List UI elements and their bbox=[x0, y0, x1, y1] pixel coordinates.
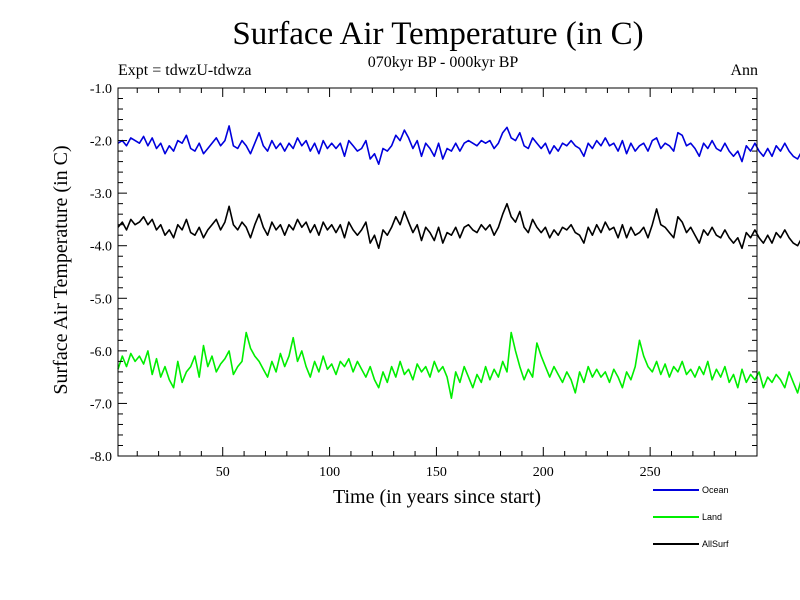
x-tick-label: 100 bbox=[319, 465, 340, 480]
tick-labels-layer: 50 100 150 200 250 -1.0 -2.0 -3.0 -4.0 -5.0 -6.0 -7… bbox=[90, 82, 661, 480]
series-line-allsurf bbox=[117, 202, 800, 250]
chart-title: Surface Air Temperature (in C) bbox=[232, 16, 644, 52]
x-tick-label: 250 bbox=[640, 465, 661, 480]
experiment-label: Expt = tdwzU-tdwza bbox=[118, 62, 252, 79]
legend-label-ocean: Ocean bbox=[702, 485, 729, 495]
x-tick-label: 200 bbox=[533, 465, 554, 480]
legend-label-allsurf: AllSurf bbox=[702, 539, 729, 549]
y-tick-label: -7.0 bbox=[90, 397, 112, 412]
ticks-layer bbox=[118, 87, 757, 457]
y-tick-label: -2.0 bbox=[90, 135, 112, 150]
y-tick-label: -8.0 bbox=[90, 450, 112, 465]
series-layer bbox=[117, 125, 800, 400]
series-line-ocean bbox=[117, 125, 800, 165]
y-tick-label: -4.0 bbox=[90, 240, 112, 255]
season-label: Ann bbox=[730, 62, 758, 79]
series-line-land bbox=[117, 331, 800, 400]
legend: Ocean Land AllSurf bbox=[653, 485, 729, 549]
chart-subtitle: 070kyr BP - 000kyr BP bbox=[367, 54, 519, 71]
x-axis-title: Time (in years since start) bbox=[333, 486, 541, 508]
y-tick-label: -6.0 bbox=[90, 345, 112, 360]
y-tick-label: -3.0 bbox=[90, 187, 112, 202]
legend-label-land: Land bbox=[702, 512, 722, 522]
y-axis-title: Surface Air Temperature (in C) bbox=[50, 145, 72, 394]
plot-frame bbox=[117, 87, 758, 457]
y-tick-label: -1.0 bbox=[90, 82, 112, 97]
x-tick-label: 150 bbox=[426, 465, 447, 480]
y-tick-label: -5.0 bbox=[90, 292, 112, 307]
x-tick-label: 50 bbox=[216, 465, 230, 480]
